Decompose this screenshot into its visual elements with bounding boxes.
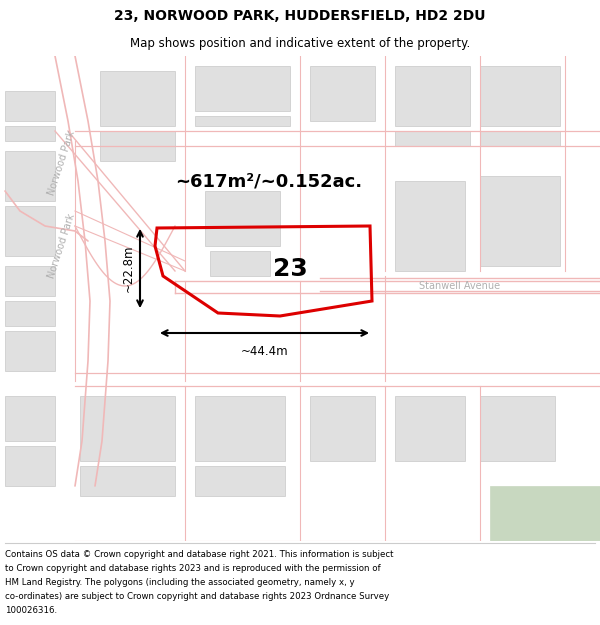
Polygon shape	[5, 396, 55, 441]
Polygon shape	[80, 466, 175, 496]
Polygon shape	[480, 176, 560, 266]
Polygon shape	[195, 396, 285, 461]
Polygon shape	[5, 151, 55, 201]
Text: ~44.4m: ~44.4m	[241, 345, 289, 358]
Text: to Crown copyright and database rights 2023 and is reproduced with the permissio: to Crown copyright and database rights 2…	[5, 564, 380, 573]
Polygon shape	[5, 301, 55, 326]
Polygon shape	[395, 181, 465, 271]
Polygon shape	[205, 191, 280, 246]
Polygon shape	[310, 396, 375, 461]
Polygon shape	[195, 466, 285, 496]
Text: Contains OS data © Crown copyright and database right 2021. This information is : Contains OS data © Crown copyright and d…	[5, 550, 394, 559]
Text: 23, NORWOOD PARK, HUDDERSFIELD, HD2 2DU: 23, NORWOOD PARK, HUDDERSFIELD, HD2 2DU	[114, 9, 486, 22]
Text: ~617m²/~0.152ac.: ~617m²/~0.152ac.	[175, 172, 362, 190]
Polygon shape	[5, 331, 55, 371]
Polygon shape	[5, 206, 55, 256]
Polygon shape	[395, 66, 470, 126]
Polygon shape	[5, 446, 55, 486]
Polygon shape	[395, 396, 465, 461]
Polygon shape	[480, 396, 555, 461]
Text: 23: 23	[272, 257, 307, 281]
Polygon shape	[480, 131, 560, 146]
Polygon shape	[395, 131, 470, 146]
Polygon shape	[195, 66, 290, 111]
Polygon shape	[5, 266, 55, 296]
Polygon shape	[480, 66, 560, 126]
Text: co-ordinates) are subject to Crown copyright and database rights 2023 Ordnance S: co-ordinates) are subject to Crown copyr…	[5, 592, 389, 601]
Polygon shape	[5, 91, 55, 121]
Polygon shape	[100, 71, 175, 126]
Text: HM Land Registry. The polygons (including the associated geometry, namely x, y: HM Land Registry. The polygons (includin…	[5, 578, 355, 587]
Text: 100026316.: 100026316.	[5, 606, 57, 615]
Text: Norwood Park: Norwood Park	[47, 129, 77, 197]
Text: Norwood Park: Norwood Park	[47, 213, 77, 279]
Polygon shape	[5, 126, 55, 141]
Polygon shape	[310, 66, 375, 121]
Polygon shape	[490, 486, 600, 541]
Text: ~22.8m: ~22.8m	[122, 245, 135, 292]
Polygon shape	[210, 251, 270, 276]
Text: Map shows position and indicative extent of the property.: Map shows position and indicative extent…	[130, 37, 470, 50]
Polygon shape	[195, 116, 290, 126]
Polygon shape	[80, 396, 175, 461]
Polygon shape	[100, 131, 175, 161]
Text: Stanwell Avenue: Stanwell Avenue	[419, 281, 500, 291]
